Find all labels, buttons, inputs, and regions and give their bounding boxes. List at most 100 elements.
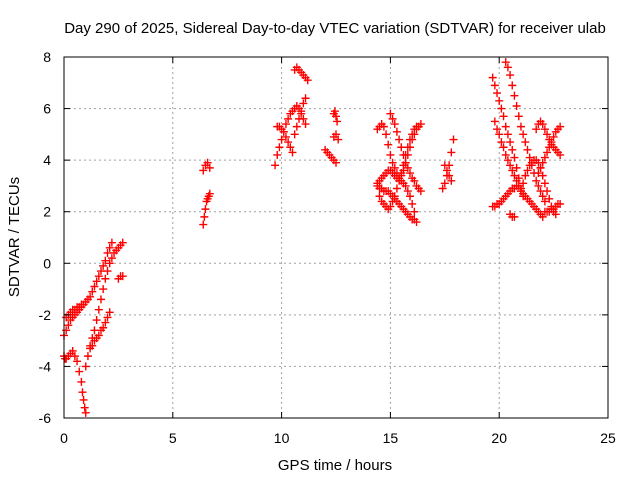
data-point <box>538 171 547 180</box>
data-point <box>447 176 456 185</box>
data-points <box>60 58 565 417</box>
data-point <box>508 81 517 90</box>
data-point <box>501 58 510 67</box>
data-point <box>277 135 286 144</box>
data-point <box>105 308 114 317</box>
data-point <box>392 127 401 136</box>
data-point <box>547 138 556 147</box>
data-point <box>78 388 87 397</box>
x-tick-label: 15 <box>383 430 399 446</box>
data-point <box>538 212 547 221</box>
data-point <box>292 122 301 131</box>
data-point <box>516 122 525 131</box>
data-point <box>101 256 110 265</box>
data-point <box>521 171 530 180</box>
series-arc-t <box>386 109 425 196</box>
data-point <box>532 176 541 185</box>
series-arc-u <box>438 135 458 193</box>
data-point <box>512 163 521 172</box>
data-point <box>514 112 523 121</box>
series-arc-i <box>271 101 310 170</box>
data-point <box>510 91 519 100</box>
series-arc-l <box>290 63 312 85</box>
x-tick-label: 0 <box>60 430 68 446</box>
data-point <box>81 362 90 371</box>
data-point <box>503 130 512 139</box>
data-point <box>410 176 419 185</box>
data-point <box>379 122 388 131</box>
y-tick-labels: -6 -4 -2 0 2 4 6 8 <box>39 49 52 426</box>
data-point <box>105 259 114 268</box>
series-arc-d <box>81 238 127 371</box>
data-point <box>493 89 502 98</box>
data-point <box>405 169 414 178</box>
data-point <box>80 403 89 412</box>
series-arc-b <box>60 346 90 417</box>
data-point <box>88 287 97 296</box>
data-point <box>99 285 108 294</box>
data-point <box>386 109 395 118</box>
data-point <box>199 220 208 229</box>
x-tick-label: 20 <box>491 430 507 446</box>
data-point <box>416 187 425 196</box>
series-arc-m <box>321 145 340 167</box>
data-point <box>551 210 560 219</box>
data-point <box>438 184 447 193</box>
data-point <box>510 212 519 221</box>
data-point <box>416 120 425 129</box>
data-point <box>105 243 114 252</box>
y-tick-label: 0 <box>43 255 51 271</box>
data-point <box>299 99 308 108</box>
data-point <box>297 107 306 116</box>
data-point <box>201 205 210 214</box>
data-point <box>440 161 449 170</box>
data-point <box>397 143 406 152</box>
data-point <box>397 171 406 180</box>
data-point <box>493 125 502 134</box>
data-point <box>94 331 103 340</box>
y-tick-label: -2 <box>39 307 52 323</box>
data-point <box>540 197 549 206</box>
series-arc-h <box>199 158 214 175</box>
data-point <box>107 254 116 263</box>
data-point <box>538 192 547 201</box>
data-point <box>384 140 393 149</box>
y-tick-label: 6 <box>43 101 51 117</box>
data-point <box>94 305 103 314</box>
series-arc-y <box>490 117 547 221</box>
data-point <box>73 357 82 366</box>
axis-ticks <box>63 56 609 419</box>
data-point <box>301 94 310 103</box>
data-point <box>284 138 293 147</box>
data-point <box>401 181 410 190</box>
data-point <box>332 158 340 167</box>
data-point <box>495 130 504 139</box>
x-tick-label: 25 <box>600 430 616 446</box>
data-point <box>408 199 417 208</box>
data-point <box>332 130 340 139</box>
data-point <box>545 194 554 203</box>
data-point <box>442 166 451 175</box>
data-point <box>510 171 519 180</box>
data-point <box>103 267 112 276</box>
data-point <box>495 96 504 105</box>
data-point <box>506 138 515 147</box>
data-point <box>543 130 552 139</box>
data-point <box>440 179 449 188</box>
data-point <box>408 135 417 144</box>
series-arc-j <box>273 122 297 157</box>
data-point <box>523 166 532 175</box>
data-point <box>506 161 515 170</box>
data-point <box>538 158 547 167</box>
data-point <box>279 127 288 136</box>
data-point <box>499 143 508 152</box>
data-point <box>388 114 397 123</box>
data-point <box>519 179 528 188</box>
series-arc-g <box>199 189 214 229</box>
series-arc-ae <box>540 199 565 216</box>
data-point <box>64 321 73 330</box>
data-point <box>508 166 517 175</box>
data-point <box>70 352 79 361</box>
data-point <box>284 114 293 123</box>
x-tick-label: 5 <box>169 430 177 446</box>
